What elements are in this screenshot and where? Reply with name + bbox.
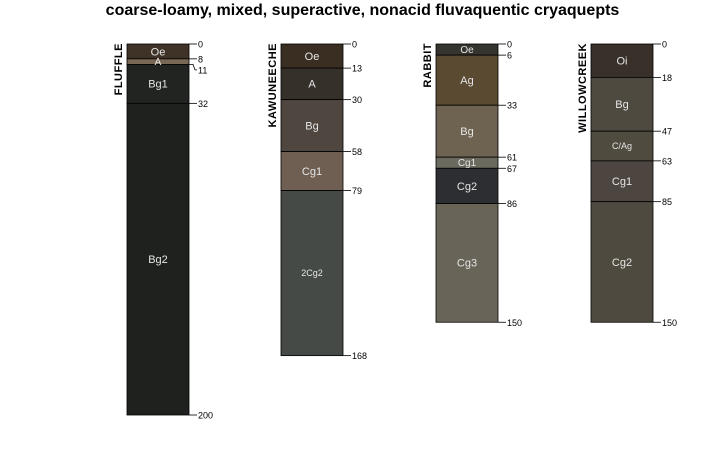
depth-label-rabbit-2: 33 bbox=[507, 101, 517, 111]
horizon-fluffle-2 bbox=[126, 64, 190, 104]
depth-label-rabbit-5: 86 bbox=[507, 199, 517, 209]
horizon-label-rabbit-5: Cg3 bbox=[457, 258, 477, 270]
depth-label-rabbit-1: 6 bbox=[507, 51, 512, 61]
horizon-label-willowcreek-1: Bg bbox=[615, 99, 628, 111]
horizon-label-fluffle-0: Oe bbox=[151, 46, 166, 58]
depth-label-kawuneeche-2: 30 bbox=[352, 95, 362, 105]
horizon-label-willowcreek-4: Cg2 bbox=[612, 257, 632, 269]
horizon-rabbit-5 bbox=[435, 203, 499, 323]
horizon-label-rabbit-3: Cg1 bbox=[458, 158, 477, 169]
depth-tick-fluffle-2 bbox=[189, 64, 197, 71]
horizon-label-willowcreek-2: C/Ag bbox=[612, 141, 632, 151]
horizon-fluffle-3 bbox=[126, 102, 190, 416]
horizon-willowcreek-0 bbox=[590, 43, 654, 78]
horizon-label-kawuneeche-2: Bg bbox=[305, 120, 318, 132]
horizon-kawuneeche-4 bbox=[280, 190, 344, 357]
profile-name-willowcreek: WILLOWCREEK bbox=[577, 43, 589, 133]
depth-label-rabbit-6: 150 bbox=[507, 318, 522, 328]
horizon-label-kawuneeche-3: Cg1 bbox=[302, 166, 322, 178]
depth-label-willowcreek-0: 0 bbox=[662, 40, 667, 50]
horizon-label-rabbit-4: Cg2 bbox=[457, 181, 477, 193]
horizon-rabbit-1 bbox=[435, 54, 499, 106]
profile-name-fluffle: FLUFFLE bbox=[113, 43, 125, 95]
horizon-label-fluffle-3: Bg2 bbox=[148, 254, 168, 266]
horizon-label-rabbit-0: Oe bbox=[460, 45, 474, 56]
horizon-rabbit-2 bbox=[435, 104, 499, 158]
depth-label-rabbit-0: 0 bbox=[507, 40, 512, 50]
horizon-label-fluffle-2: Bg1 bbox=[148, 79, 168, 91]
profile-name-rabbit: RABBIT bbox=[422, 43, 434, 88]
depth-label-kawuneeche-5: 168 bbox=[352, 351, 367, 361]
depth-label-kawuneeche-0: 0 bbox=[352, 40, 357, 50]
horizon-label-fluffle-1: A bbox=[155, 57, 162, 68]
depth-label-willowcreek-3: 63 bbox=[662, 156, 672, 166]
depth-label-fluffle-1: 8 bbox=[198, 54, 203, 64]
profile-name-kawuneeche: KAWUNEECHE bbox=[267, 43, 279, 127]
horizon-label-kawuneeche-0: Oe bbox=[305, 51, 320, 63]
depth-label-kawuneeche-3: 58 bbox=[352, 147, 362, 157]
horizon-willowcreek-4 bbox=[590, 201, 654, 323]
horizon-willowcreek-3 bbox=[590, 160, 654, 203]
depth-label-fluffle-0: 0 bbox=[198, 40, 203, 50]
depth-label-fluffle-3: 32 bbox=[198, 99, 208, 109]
horizon-label-kawuneeche-1: A bbox=[308, 79, 316, 91]
chart-title: coarse-loamy, mixed, superactive, nonaci… bbox=[105, 2, 620, 19]
depth-label-kawuneeche-4: 79 bbox=[352, 186, 362, 196]
horizon-label-willowcreek-3: Cg1 bbox=[612, 176, 632, 188]
depth-label-willowcreek-1: 18 bbox=[662, 73, 672, 83]
horizon-kawuneeche-1 bbox=[280, 67, 344, 101]
depth-label-willowcreek-2: 47 bbox=[662, 127, 672, 137]
horizon-willowcreek-1 bbox=[590, 76, 654, 132]
horizon-rabbit-4 bbox=[435, 167, 499, 204]
horizon-label-rabbit-1: Ag bbox=[460, 75, 473, 87]
depth-label-willowcreek-4: 85 bbox=[662, 197, 672, 207]
depth-label-rabbit-3: 61 bbox=[507, 153, 517, 163]
depth-label-willowcreek-5: 150 bbox=[662, 318, 677, 328]
horizon-label-rabbit-2: Bg bbox=[460, 126, 473, 138]
depth-label-kawuneeche-1: 13 bbox=[352, 64, 362, 74]
depth-label-rabbit-4: 67 bbox=[507, 164, 517, 174]
horizon-willowcreek-2 bbox=[590, 130, 654, 162]
horizon-label-willowcreek-0: Oi bbox=[617, 56, 628, 68]
horizon-label-kawuneeche-4: 2Cg2 bbox=[301, 268, 323, 278]
depth-label-fluffle-4: 200 bbox=[198, 411, 213, 421]
depth-label-fluffle-2: 11 bbox=[198, 65, 207, 75]
